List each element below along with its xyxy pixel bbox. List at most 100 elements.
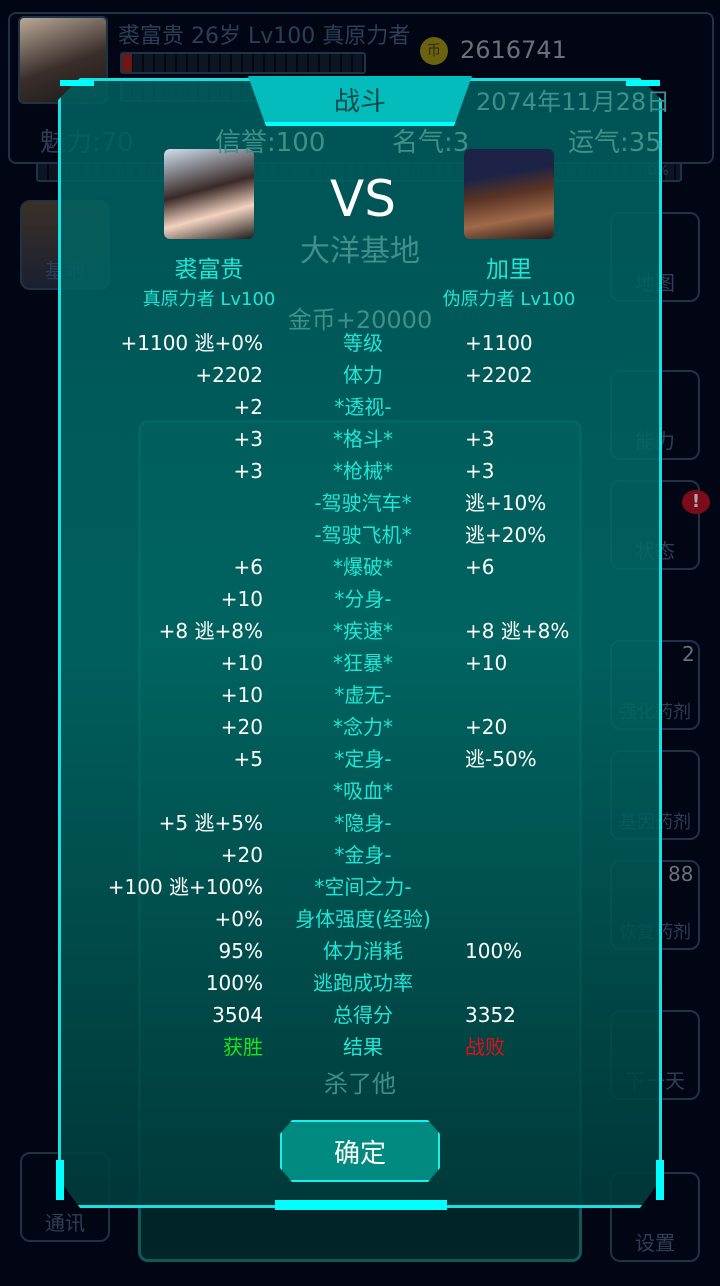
player-value: +6 xyxy=(233,555,263,579)
dialog-bottom-accent xyxy=(275,1200,447,1210)
attribute-label: *吸血* xyxy=(333,779,393,803)
comparison-row: +2 *透视- xyxy=(58,391,662,423)
player-value: +10 xyxy=(220,683,263,707)
comparison-row: +6 *爆破* +6 xyxy=(58,551,662,583)
comparison-row: +20 *念力* +20 xyxy=(58,711,662,743)
enemy-value: +8 逃+8% xyxy=(465,619,570,643)
comparison-row: +1100 逃+0% 等级 +1100 xyxy=(58,327,662,359)
comparison-row: +20 *金身- xyxy=(58,839,662,871)
reward-text: 金币+20000 xyxy=(287,306,433,334)
enemy-value: +10 xyxy=(465,651,508,675)
player-portrait xyxy=(164,149,254,239)
attribute-label: *透视- xyxy=(334,395,392,419)
player-value: +3 xyxy=(233,427,263,451)
attribute-label: *隐身- xyxy=(334,811,392,835)
player-rank: 真原力者 Lv100 xyxy=(142,289,276,310)
attribute-label: *爆破* xyxy=(333,555,393,579)
comparison-row: -驾驶飞机* 逃+20% xyxy=(58,519,662,551)
enhance-potion-count: 2 xyxy=(682,642,695,666)
attribute-label: *狂暴* xyxy=(333,651,393,675)
game-date: 2074年11月28日 xyxy=(476,88,671,116)
enemy-value: +2202 xyxy=(465,363,533,387)
coin-amount: 2616741 xyxy=(460,36,567,64)
enemy-value: 战败 xyxy=(465,1035,505,1059)
dialog-corner xyxy=(60,80,94,86)
attribute-label: *金身- xyxy=(334,843,392,867)
enemy-value: 100% xyxy=(465,939,523,963)
comparison-row: +3 *枪械* +3 xyxy=(58,455,662,487)
enemy-value: 逃-50% xyxy=(465,747,537,771)
enemy-portrait xyxy=(464,149,554,239)
comparison-row: +10 *狂暴* +10 xyxy=(58,647,662,679)
attribute-label: 结果 xyxy=(343,1035,383,1059)
comparison-row: +0% 身体强度(经验) xyxy=(58,903,662,935)
player-value: +10 xyxy=(220,651,263,675)
comparison-row: 获胜 结果 战败 xyxy=(58,1031,662,1063)
enemy-rank: 伪原力者 Lv100 xyxy=(442,289,576,310)
enemy-name: 加里 xyxy=(486,257,532,283)
comparison-row: +5 *定身- 逃-50% xyxy=(58,743,662,775)
attribute-label: *定身- xyxy=(334,747,392,771)
player-value: +20 xyxy=(220,843,263,867)
player-value: +1100 逃+0% xyxy=(120,331,264,355)
player-value: +2 xyxy=(233,395,263,419)
battle-dialog xyxy=(58,78,662,1208)
enemy-value: +3 xyxy=(465,459,495,483)
dialog-corner xyxy=(56,1160,64,1200)
comparison-row: 3504 总得分 3352 xyxy=(58,999,662,1031)
attribute-label: *空间之力- xyxy=(314,875,412,899)
player-value: +3 xyxy=(233,459,263,483)
attribute-label: *枪械* xyxy=(333,459,393,483)
attribute-label: *虚无- xyxy=(334,683,392,707)
comparison-row: +3 *格斗* +3 xyxy=(58,423,662,455)
player-value: +0% xyxy=(214,907,264,931)
enemy-value: 逃+20% xyxy=(465,523,547,547)
vs-label: VS xyxy=(330,170,396,228)
attribute-label: 体力消耗 xyxy=(323,939,403,963)
attribute-label: 身体强度(经验) xyxy=(295,907,431,931)
comparison-row: -驾驶汽车* 逃+10% xyxy=(58,487,662,519)
stat-luck: 运气:35 xyxy=(568,128,662,158)
stat-fame: 名气:3 xyxy=(392,128,470,158)
player-value: +5 逃+5% xyxy=(158,811,263,835)
health-bar xyxy=(120,52,366,74)
stat-reputation: 信誉:100 xyxy=(215,128,326,158)
confirm-button[interactable]: 确定 xyxy=(280,1120,440,1182)
player-value: 95% xyxy=(218,939,263,963)
comparison-row: 95% 体力消耗 100% xyxy=(58,935,662,967)
player-value: 100% xyxy=(205,971,263,995)
comparison-row: +100 逃+100% *空间之力- xyxy=(58,871,662,903)
attribute-label: -驾驶飞机* xyxy=(314,523,412,547)
comparison-row: +10 *分身- xyxy=(58,583,662,615)
attribute-label: 逃跑成功率 xyxy=(313,971,413,995)
recovery-potion-count: 88 xyxy=(668,862,694,886)
player-name: 裘富贵 xyxy=(174,257,244,283)
attribute-label: *念力* xyxy=(333,715,393,739)
kill-button[interactable]: 杀了他 xyxy=(324,1070,396,1098)
comparison-row: *吸血* xyxy=(58,775,662,807)
player-value: +20 xyxy=(220,715,263,739)
player-value: 3504 xyxy=(212,1003,263,1027)
enemy-value: +6 xyxy=(465,555,495,579)
player-info: 裘富贵 26岁 Lv100 真原力者 xyxy=(118,24,411,49)
comparison-row: 100% 逃跑成功率 xyxy=(58,967,662,999)
player-value: +10 xyxy=(220,587,263,611)
enemy-value: 3352 xyxy=(465,1003,516,1027)
player-value: 获胜 xyxy=(223,1035,263,1059)
attribute-label: -驾驶汽车* xyxy=(314,491,412,515)
attribute-label: *格斗* xyxy=(333,427,393,451)
enemy-value: +20 xyxy=(465,715,508,739)
player-value: +5 xyxy=(233,747,263,771)
location-name: 大洋基地 xyxy=(300,234,420,269)
player-value: +8 逃+8% xyxy=(158,619,263,643)
attribute-label: 总得分 xyxy=(333,1003,393,1027)
attribute-label: *疾速* xyxy=(333,619,393,643)
enemy-value: +1100 xyxy=(465,331,533,355)
attribute-label: *分身- xyxy=(334,587,392,611)
player-value: +100 逃+100% xyxy=(107,875,263,899)
dialog-title: 战斗 xyxy=(248,76,472,126)
alert-badge: ! xyxy=(682,490,710,514)
dialog-corner xyxy=(656,1160,664,1200)
attribute-label: 等级 xyxy=(343,331,383,355)
comparison-row: +5 逃+5% *隐身- xyxy=(58,807,662,839)
